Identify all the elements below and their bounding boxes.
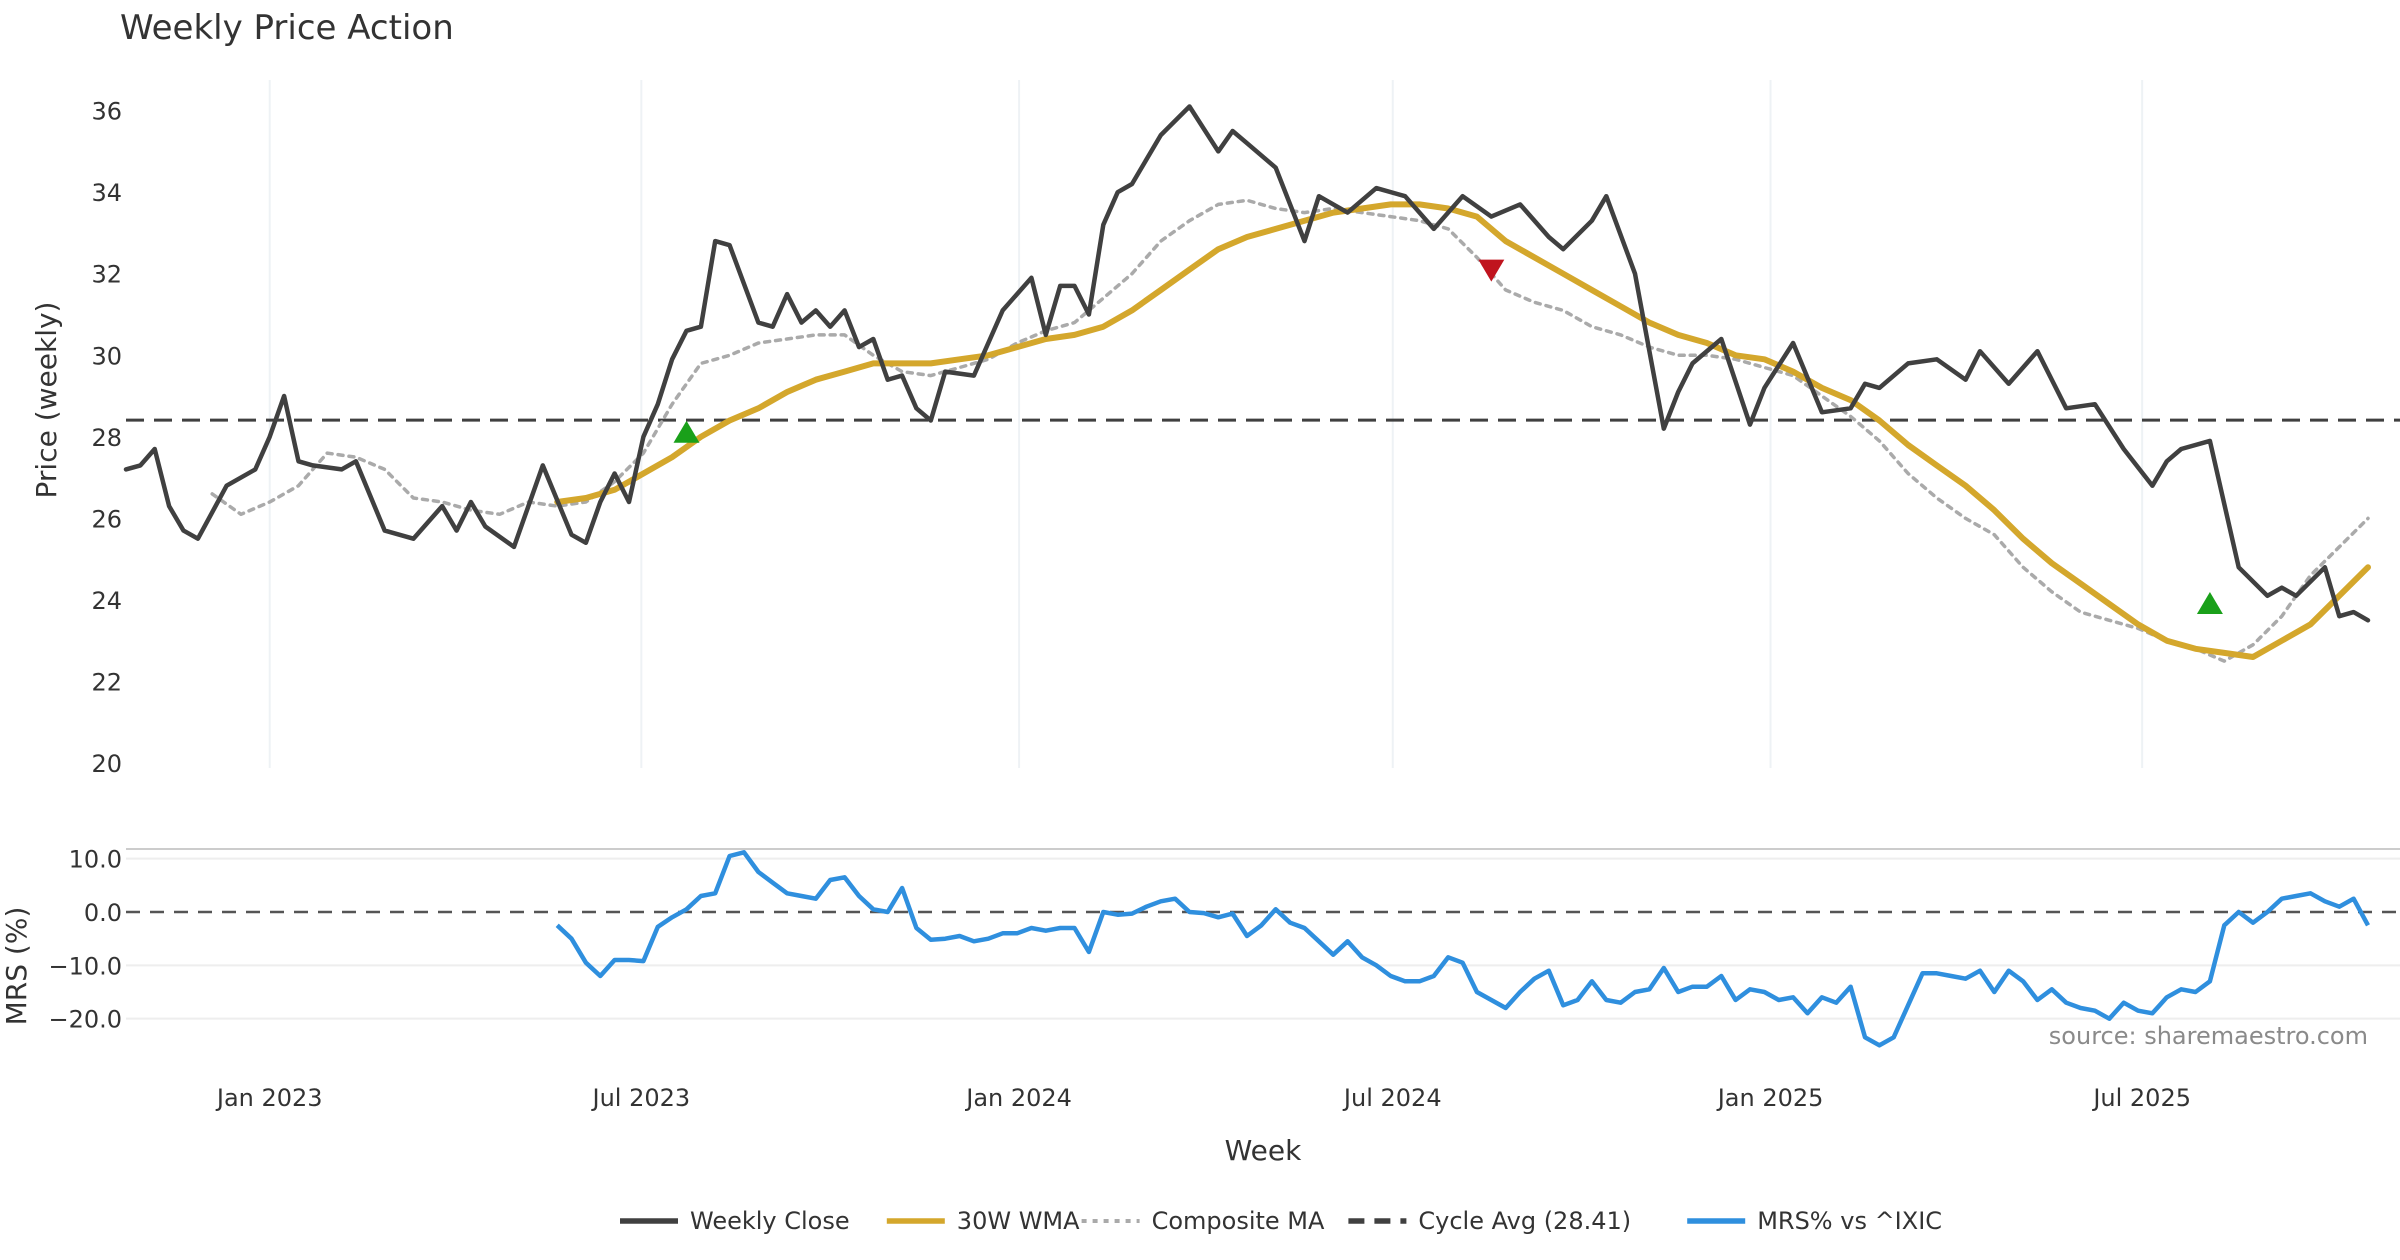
price-y-tick-label: 32 — [91, 261, 122, 289]
price-y-axis-title: Price (weekly) — [30, 302, 63, 499]
price-y-tick-label: 28 — [91, 424, 122, 452]
x-tick-label: Jul 2023 — [590, 1084, 690, 1112]
chart-title: Weekly Price Action — [120, 8, 454, 48]
x-tick-label: Jan 2024 — [964, 1084, 1072, 1112]
legend-label: Cycle Avg (28.41) — [1418, 1207, 1631, 1235]
price-y-axis: 20 22 24 26 28 30 32 34 36 — [91, 98, 122, 778]
series-mrs-vs-ixic — [555, 850, 2370, 1048]
series-composite-ma — [210, 198, 2370, 663]
mrs-y-tick-label: 0.0 — [84, 899, 122, 927]
x-tick-label: Jan 2025 — [1716, 1084, 1824, 1112]
mrs-y-axis: 10.0 0.0 −10.0 −20.0 — [48, 846, 122, 1034]
legend-label: 30W WMA — [957, 1207, 1080, 1235]
price-y-tick-label: 26 — [91, 505, 122, 533]
sell-signal-marker — [1478, 259, 1505, 282]
mrs-y-axis-title: MRS (%) — [0, 907, 33, 1026]
buy-signal-marker — [2196, 591, 2223, 614]
price-y-tick-label: 34 — [91, 179, 122, 207]
mrs-gridlines — [126, 848, 2400, 1020]
legend-label: Weekly Close — [690, 1207, 850, 1235]
x-tick-label: Jul 2024 — [1342, 1084, 1442, 1112]
legend: Weekly Close 30W WMA Composite MA Cycle Avg… — [620, 1207, 1942, 1235]
price-y-tick-label: 22 — [91, 668, 122, 696]
price-y-tick-label: 24 — [91, 587, 122, 615]
price-y-tick-label: 30 — [91, 342, 122, 370]
mrs-y-tick-label: 10.0 — [69, 846, 122, 874]
legend-label: Composite MA — [1152, 1207, 1325, 1235]
price-series-group — [123, 104, 2400, 663]
legend-label: MRS% vs ^IXIC — [1757, 1207, 1942, 1235]
mrs-y-tick-label: −20.0 — [48, 1006, 122, 1034]
x-axis-title: Week — [1225, 1134, 1302, 1167]
price-y-tick-label: 36 — [91, 98, 122, 126]
source-label: source: sharemaestro.com — [2049, 1022, 2368, 1050]
mrs-y-tick-label: −10.0 — [48, 952, 122, 980]
mrs-series-group — [555, 850, 2370, 1048]
series-30w-wma — [554, 201, 2371, 660]
buy-signal-marker — [673, 420, 700, 443]
x-tick-label: Jul 2025 — [2091, 1084, 2191, 1112]
x-tick-label: Jan 2023 — [215, 1084, 323, 1112]
x-axis: Jan 2023 Jul 2023 Jan 2024 Jul 2024 Jan 2025… — [215, 1084, 2191, 1112]
series-weekly-close — [123, 104, 2371, 623]
price-y-tick-label: 20 — [91, 750, 122, 778]
signal-markers — [673, 259, 2223, 614]
